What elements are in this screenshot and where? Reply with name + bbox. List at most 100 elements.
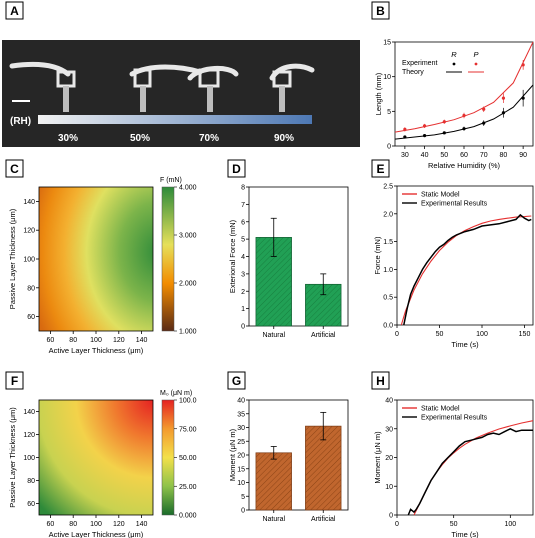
x-tick-label: 150 [519,331,531,338]
y-tick-label: 5 [241,494,245,501]
legend-theory: Theory [402,69,424,76]
x-tick-label: 100 [90,337,102,344]
panel-a-photo: (RH) 30% 50% 70% 90% [2,40,360,147]
colorbar-tick-label: 3.000 [179,233,197,240]
category-label: Artificial [311,332,336,339]
x-tick-label: 80 [69,521,77,528]
y-axis-label: Passive Layer Thickness (μm) [8,407,17,508]
x-tick-label: 60 [47,337,55,344]
legend-label: Experimental Results [421,415,488,422]
panel-g-bars: 0 5 10 15 20 25 30 35 40 Moment (μN m) Natural Arti… [228,398,349,523]
colorbar-tick-label: 100.0 [179,398,197,405]
panel-f-heatmap: 60 80 100 120 140 60 80 100 120 140 Active Layer T… [8,390,197,538]
panel-letter-a: A [10,4,19,18]
data-point-p [422,124,427,128]
data-point-p [501,96,506,100]
y-tick-label: 8 [241,185,245,192]
y-tick-label: 40 [385,398,393,405]
x-tick-label: 90 [519,152,527,159]
legend-marker [474,62,478,66]
y-tick-label: 5 [241,237,245,244]
y-tick-label: 6 [241,219,245,226]
x-axis-label: Time (s) [451,530,479,538]
category-label: Natural [262,332,285,339]
x-tick-label: 120 [113,521,125,528]
panel-letter-b: B [376,4,385,18]
panel-letter-box-f [5,371,24,390]
y-axis-label: Moment (μN m) [373,431,382,484]
colorbar-title: F (mN) [160,177,182,184]
x-tick-label: 100 [476,331,488,338]
theory-line-p [394,41,534,133]
panel-e-lines: 0 50 100 150 0.0 0.5 1.0 1.5 2.0 2.5 Time (s) Force… [373,184,534,349]
y-axis-label: Length (mm) [374,72,383,115]
y-tick-label: 0.0 [383,323,393,330]
y-tick-label: 0 [241,508,245,515]
data-point-r [521,96,525,100]
y-axis-label: Passive Layer Thickness (μm) [8,208,17,309]
panel-h-lines: 0 50 100 0 10 20 30 40 Time (s) Moment (μN m) Stat… [373,398,534,538]
data-point-r [442,131,446,135]
humidity-gradient-bar [38,115,312,124]
panel-letter-e: E [376,162,384,176]
y-tick-label: 100 [23,257,35,264]
colorbar-tick-label: 1.000 [179,329,197,336]
y-tick-label: 60 [27,314,35,321]
x-tick-label: 50 [440,152,448,159]
actuator-30 [9,61,76,112]
y-tick-label: 140 [23,409,35,416]
panel-letter-d: D [232,162,241,176]
legend-label: Experimental Results [421,201,488,208]
y-tick-label: 20 [385,455,393,462]
y-tick-label: 4 [241,254,245,261]
y-tick-label: 2.5 [383,184,393,191]
x-tick-label: 70 [480,152,488,159]
y-tick-label: 0.5 [383,295,393,302]
y-tick-label: 120 [23,432,35,439]
rh-label: (RH) [10,116,31,127]
x-tick-label: 60 [460,152,468,159]
bar-natural [255,452,292,511]
panel-letter-f: F [11,374,18,388]
y-tick-label: 40 [237,398,245,405]
actuator-90 [269,63,315,112]
y-axis-label: Force (mN) [373,236,382,274]
colorbar-tick-label: 2.000 [179,281,197,288]
colorbar-tick-label: 75.00 [179,426,197,433]
y-axis-label: Exterional Force (mN) [228,219,237,293]
data-point-p [521,63,525,67]
heatmap-field [39,400,153,515]
x-tick-label: 0 [395,521,399,528]
data-point-p [403,127,407,131]
y-tick-label: 0 [241,324,245,331]
x-tick-label: 30 [401,152,409,159]
data-point-r [422,134,427,138]
x-tick-label: 50 [436,331,444,338]
series-line-model [400,215,532,326]
x-tick-label: 140 [136,521,148,528]
y-tick-label: 20 [237,453,245,460]
y-tick-label: 1.0 [383,267,393,274]
y-tick-label: 15 [237,466,245,473]
colorbar-tick-label: 0.000 [179,513,197,520]
series-line-experiment [403,213,532,326]
data-point-r [403,135,407,139]
y-tick-label: 5 [387,109,391,116]
panel-b-chart: 30 40 50 60 70 80 90 0 5 10 15 Relative Humidity (%… [374,40,534,170]
actuator-70 [187,66,239,112]
y-tick-label: 3 [241,271,245,278]
y-tick-label: 1.5 [383,239,393,246]
series-line-model [413,420,534,516]
humidity-label: 30% [58,133,78,144]
panel-letter-box-b [371,1,390,20]
photo-background [2,40,360,147]
y-tick-label: 30 [385,426,393,433]
legend-series-name: P [473,50,478,59]
legend-label: Static Model [421,406,460,413]
x-tick-label: 120 [113,337,125,344]
x-tick-label: 60 [47,521,55,528]
x-axis-label: Active Layer Thickness (μm) [49,346,144,355]
y-tick-label: 60 [27,501,35,508]
panel-letter-box-h [371,371,390,390]
